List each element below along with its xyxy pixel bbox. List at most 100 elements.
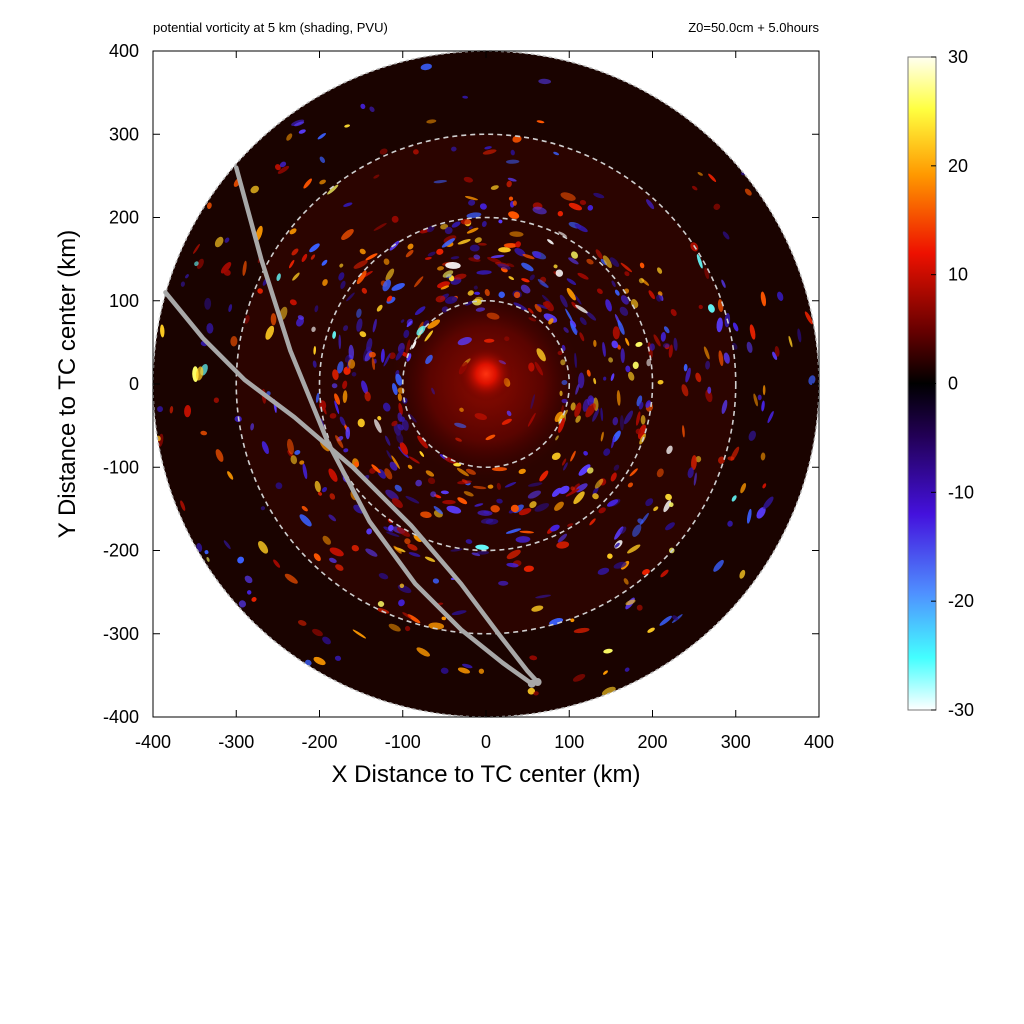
- pv-anomaly: [760, 291, 767, 307]
- pv-anomaly: [440, 285, 450, 290]
- pv-anomaly: [508, 196, 514, 201]
- pv-anomaly: [427, 477, 436, 485]
- pv-anomaly: [577, 272, 589, 280]
- pv-anomaly: [529, 501, 537, 509]
- pv-anomaly: [356, 308, 362, 318]
- pv-anomaly: [386, 450, 393, 460]
- pv-anomaly: [477, 510, 493, 516]
- pv-anomaly: [668, 344, 673, 358]
- y-tick-label: 300: [109, 124, 139, 144]
- pv-anomaly: [322, 279, 328, 286]
- pv-anomaly: [554, 411, 563, 423]
- pv-anomaly: [327, 184, 339, 195]
- pv-anomaly: [258, 540, 269, 554]
- pv-anomaly: [313, 656, 326, 666]
- pv-anomaly: [553, 151, 560, 156]
- pv-anomaly: [527, 307, 534, 314]
- pv-anomaly: [463, 176, 474, 183]
- pv-anomaly: [361, 287, 368, 294]
- pv-anomaly: [617, 319, 625, 335]
- pv-anomaly: [441, 306, 449, 313]
- pv-anomaly: [704, 267, 710, 280]
- pv-anomaly: [528, 317, 537, 322]
- pv-anomaly: [372, 318, 377, 333]
- pv-anomaly: [506, 410, 512, 417]
- pv-anomaly: [608, 357, 614, 363]
- pv-anomaly: [415, 479, 422, 487]
- pv-anomaly: [753, 393, 758, 407]
- pv-anomaly: [405, 339, 411, 355]
- pv-anomaly: [660, 331, 666, 342]
- pv-anomaly: [804, 311, 813, 325]
- pv-anomaly: [722, 231, 730, 240]
- pv-anomaly: [399, 442, 409, 455]
- pv-anomaly: [629, 468, 638, 477]
- pv-anomaly: [767, 410, 774, 424]
- pv-anomaly: [478, 242, 487, 246]
- pv-anomaly: [213, 397, 220, 403]
- eye-center: [458, 346, 514, 402]
- pv-anomaly: [761, 400, 765, 412]
- pv-anomaly: [574, 294, 582, 305]
- pv-anomaly: [614, 542, 620, 548]
- pv-anomaly: [624, 271, 630, 277]
- pv-anomaly: [587, 395, 595, 407]
- pv-anomaly: [602, 341, 606, 357]
- pv-anomaly: [731, 495, 737, 502]
- pv-anomaly: [473, 254, 481, 260]
- pv-anomaly: [559, 485, 570, 495]
- pv-anomaly: [377, 601, 385, 607]
- pv-anomaly: [476, 550, 490, 555]
- colorbar-tick-label: 20: [948, 156, 968, 176]
- flight-track: [163, 290, 540, 685]
- pv-anomaly: [416, 325, 426, 336]
- pv-anomaly: [620, 348, 625, 364]
- pv-anomaly: [645, 400, 651, 408]
- pv-anomaly: [653, 334, 661, 347]
- pv-anomaly: [250, 185, 259, 194]
- pv-anomaly: [808, 375, 816, 385]
- pv-anomaly: [730, 446, 740, 461]
- pv-anomaly: [290, 455, 298, 465]
- pv-anomaly: [343, 325, 349, 332]
- colorbar-tick-label: 10: [948, 265, 968, 285]
- pv-anomaly: [607, 553, 613, 559]
- pv-anomaly: [636, 604, 643, 611]
- pv-anomaly: [157, 406, 163, 413]
- pv-anomaly: [620, 295, 629, 305]
- pv-anomaly: [532, 251, 542, 259]
- pv-anomaly: [565, 308, 574, 323]
- pv-anomaly: [250, 423, 255, 431]
- pv-anomaly: [707, 304, 715, 313]
- range-ring: [235, 133, 737, 635]
- pv-anomaly: [310, 254, 316, 260]
- pv-anomaly: [474, 237, 482, 243]
- pv-anomaly: [294, 450, 301, 455]
- pv-anomaly: [613, 561, 627, 569]
- pv-anomaly: [639, 262, 645, 269]
- pv-anomaly: [401, 419, 409, 431]
- pv-anomaly: [260, 506, 266, 511]
- pv-anomaly: [635, 428, 642, 435]
- colorbar-tick-label: -10: [948, 482, 974, 502]
- pv-anomaly: [425, 470, 435, 477]
- pv-anomaly: [487, 484, 494, 489]
- pv-anomaly: [727, 520, 733, 527]
- pv-anomaly: [388, 524, 394, 532]
- pv-anomaly: [424, 330, 434, 342]
- y-tick-label: -400: [103, 707, 139, 727]
- pv-anomaly: [535, 594, 551, 599]
- pv-anomaly: [303, 178, 312, 189]
- pv-anomaly: [505, 528, 522, 534]
- pv-anomaly: [551, 487, 562, 497]
- pv-anomaly: [321, 259, 328, 266]
- pv-anomaly: [708, 173, 717, 182]
- pv-anomaly: [227, 471, 234, 480]
- pv-anomaly: [610, 472, 617, 482]
- pv-anomaly: [314, 305, 319, 313]
- colorbar-tick-label: -30: [948, 700, 974, 720]
- pv-anomaly: [529, 274, 535, 281]
- pv-anomaly: [329, 547, 344, 557]
- pv-anomaly: [593, 192, 605, 199]
- pv-anomaly: [593, 377, 597, 385]
